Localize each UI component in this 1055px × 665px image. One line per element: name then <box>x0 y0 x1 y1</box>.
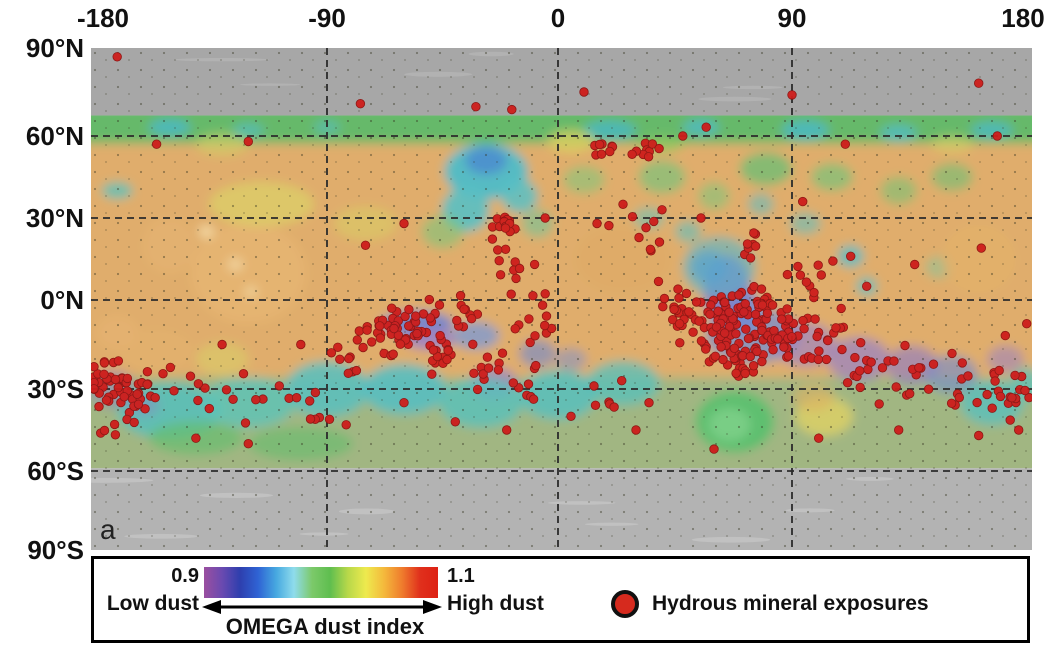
lon-tick-90: 90 <box>777 3 807 33</box>
lat-tick--90: 90°S <box>27 535 84 565</box>
lat-tick--60: 60°S <box>27 456 84 486</box>
panel-label: a <box>100 514 116 545</box>
lat-tick-30: 30°N <box>25 203 84 233</box>
lon-tick--90: -90 <box>308 3 346 33</box>
lon-tick-180: 180 <box>1001 3 1045 33</box>
legend-box: 0.9 1.1 Low dust High dust OMEGA dust in… <box>91 556 1030 643</box>
hydrous-mineral-label: Hydrous mineral exposures <box>652 592 929 615</box>
low-dust-label: Low dust <box>106 592 199 615</box>
colorbar-title: OMEGA dust index <box>225 614 425 639</box>
hydrous-mineral-marker-swatch <box>611 590 639 618</box>
lat-tick-0: 0°N <box>40 285 84 315</box>
colorbar-min-label: 0.9 <box>171 565 199 587</box>
mars-dust-map: a <box>91 48 1032 550</box>
hydrous-mineral-dots <box>91 52 1032 454</box>
lat-tick--30: 30°S <box>27 374 84 404</box>
map-canvas <box>91 48 1032 550</box>
lon-tick--180: -180 <box>76 3 130 33</box>
high-dust-label: High dust <box>447 592 544 615</box>
lat-tick-60: 60°N <box>25 121 84 151</box>
dust-index-colorbar <box>204 567 438 598</box>
double-arrow-icon <box>202 600 442 614</box>
colorbar-max-label: 1.1 <box>447 565 475 587</box>
lat-tick-90: 90°N <box>25 33 84 63</box>
lon-tick-0: 0 <box>550 3 566 33</box>
